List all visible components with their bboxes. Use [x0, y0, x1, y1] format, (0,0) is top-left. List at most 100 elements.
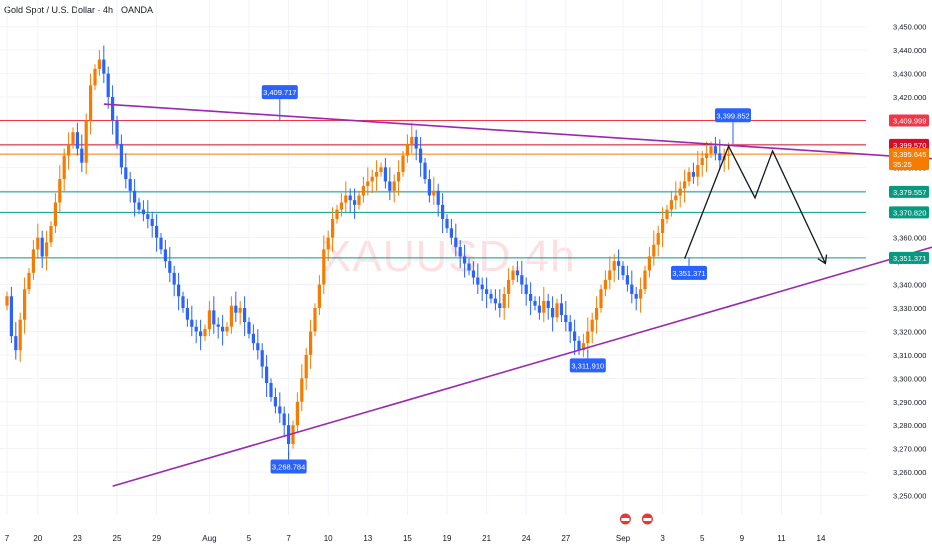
candle-body: [300, 378, 304, 402]
candle-body: [696, 165, 700, 177]
level-price-label: 3,379.557: [893, 188, 926, 197]
candle-body: [643, 270, 647, 290]
x-tick-label: 15: [403, 534, 412, 543]
pivot-label: 3,399.852: [716, 111, 749, 120]
candle-body: [705, 153, 709, 158]
level-price-tag: [889, 185, 929, 198]
candle-body: [89, 85, 93, 121]
candle-body: [674, 195, 678, 201]
candle-body: [630, 284, 634, 294]
candle-body: [133, 190, 137, 203]
y-tick-label: 3,320.000: [893, 327, 926, 336]
candle-body: [524, 284, 528, 294]
candle-body: [49, 225, 53, 243]
y-tick-label: 3,420.000: [893, 93, 926, 102]
candle-body: [36, 237, 40, 250]
x-tick-label: 19: [443, 534, 452, 543]
x-tick-label: 24: [522, 534, 531, 543]
candle-body: [467, 263, 471, 271]
x-tick-label: Aug: [202, 534, 216, 543]
x-tick-label: 14: [817, 534, 826, 543]
candle-body: [247, 322, 251, 334]
candle-body: [617, 261, 621, 266]
candle-body: [713, 146, 717, 154]
level-price-label: 3,395.645: [893, 150, 926, 159]
candle-body: [14, 336, 18, 351]
candle-body: [304, 354, 308, 379]
candle-body: [661, 218, 665, 233]
candle-body: [115, 120, 119, 144]
y-tick-label: 3,310.000: [893, 351, 926, 360]
candle-body: [656, 232, 660, 245]
candle-body: [203, 329, 207, 337]
candle-body: [599, 289, 603, 309]
pivot-label: 3,351.371: [672, 269, 705, 278]
candle-body: [313, 308, 317, 332]
trendline-upper[interactable]: [103, 103, 932, 160]
candle-body: [463, 256, 467, 264]
candle-body: [612, 261, 616, 271]
candle-body: [647, 256, 651, 271]
projection-path[interactable]: [683, 144, 826, 264]
y-tick-label: 3,270.000: [893, 445, 926, 454]
countdown-label: 35:25: [893, 160, 912, 169]
candle-body: [190, 319, 194, 327]
candle-body: [146, 214, 150, 219]
candle-body: [221, 326, 225, 332]
candle-body: [493, 298, 497, 304]
y-tick-label: 3,300.000: [893, 374, 926, 383]
candle-body: [128, 179, 132, 191]
candle-body: [379, 167, 383, 173]
candle-body: [265, 366, 269, 384]
x-tick-label: 5: [700, 534, 705, 543]
pivot-label-bg: [671, 265, 707, 280]
candle-body: [515, 270, 519, 276]
candle-body: [225, 326, 229, 332]
candle-body: [397, 172, 401, 182]
y-tick-label: 3,330.000: [893, 304, 926, 313]
y-tick-label: 3,260.000: [893, 468, 926, 477]
candle-body: [269, 383, 273, 398]
candle-body: [507, 279, 511, 294]
candle-body: [700, 157, 704, 166]
y-tick-label: 3,450.000: [893, 23, 926, 32]
candle-body: [691, 172, 695, 177]
candle-body: [62, 155, 66, 180]
trendline-lower[interactable]: [112, 242, 932, 487]
candle-body: [678, 188, 682, 196]
candle-body: [309, 331, 313, 355]
x-tick-label: 3: [660, 534, 665, 543]
candle-body: [40, 237, 44, 257]
candle-body: [238, 308, 242, 313]
candle-body: [634, 293, 638, 299]
candle-body: [573, 331, 577, 341]
y-tick-label: 3,250.000: [893, 492, 926, 501]
candle-body: [590, 319, 594, 332]
candle-body: [326, 237, 330, 250]
candle-body: [137, 202, 141, 210]
candle-body: [295, 401, 299, 426]
candle-body: [727, 154, 731, 156]
candle-body: [520, 275, 524, 285]
y-tick-label: 3,280.000: [893, 421, 926, 430]
pivot-label-bg: [261, 85, 298, 100]
candle-body: [665, 209, 669, 219]
watermark: XAUUSD,4h: [322, 232, 576, 281]
candle-body: [282, 413, 286, 426]
candle-body: [458, 247, 462, 257]
x-tick-label: 27: [561, 534, 570, 543]
candle-body: [480, 284, 484, 290]
candle-body: [555, 303, 559, 318]
event-flag-stripe: [643, 518, 652, 521]
candle-body: [445, 218, 449, 229]
candle-body: [357, 195, 361, 205]
candle-body: [401, 155, 405, 173]
candle-body: [172, 272, 176, 285]
level-price-tag: [889, 138, 929, 151]
x-tick-label: 29: [152, 534, 161, 543]
x-tick-label: 13: [363, 534, 372, 543]
candle-body: [291, 425, 295, 444]
pivot-label: 3,409.717: [263, 88, 296, 97]
level-price-label: 3,399.570: [893, 141, 926, 150]
